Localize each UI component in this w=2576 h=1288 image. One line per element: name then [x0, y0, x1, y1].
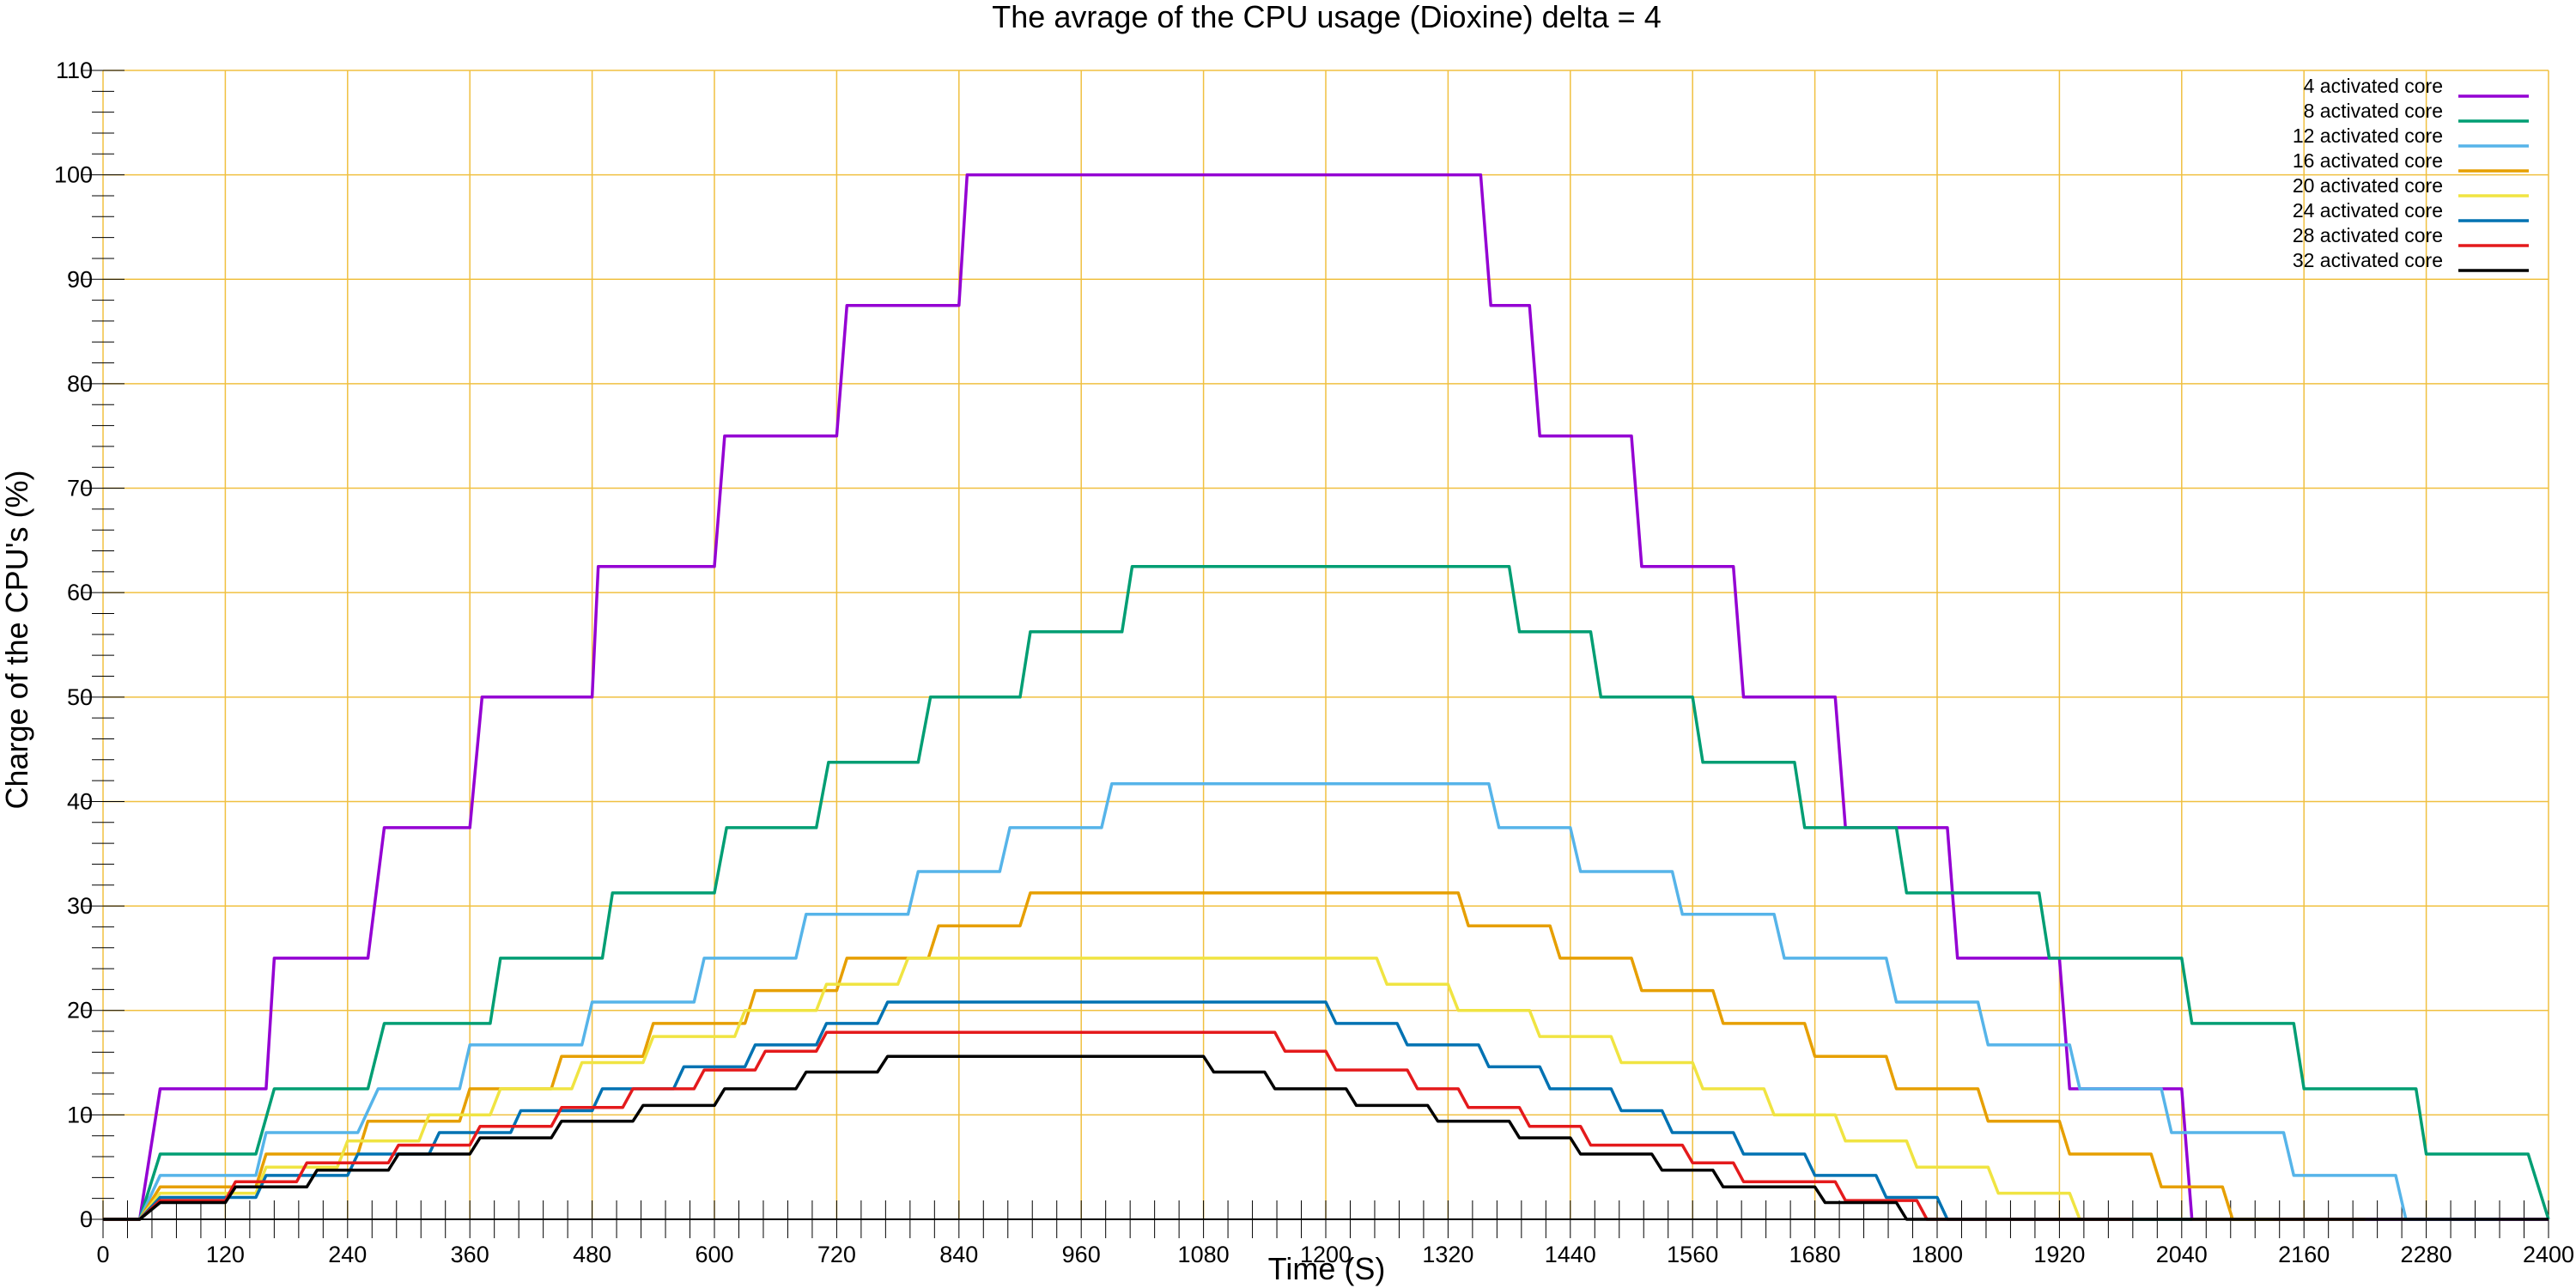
- x-tick-label: 2040: [2156, 1242, 2208, 1267]
- x-tick-label: 360: [451, 1242, 489, 1267]
- x-tick-label: 1440: [1545, 1242, 1596, 1267]
- x-tick-label: 600: [695, 1242, 733, 1267]
- legend-entry-label: 20 activated core: [2293, 174, 2443, 197]
- series-line: [103, 565, 2550, 1221]
- x-tick-label: 240: [328, 1242, 367, 1267]
- series-line: [103, 891, 2366, 1221]
- tick-layer: 0 120 240 360 480 600 720 840 960 1080 1200 1320 144…: [54, 58, 2574, 1267]
- x-tick-label: 1680: [1789, 1242, 1841, 1267]
- series-line: [103, 1054, 2549, 1221]
- x-axis-label: Time (S): [1268, 1251, 1386, 1286]
- x-tick-label: 480: [573, 1242, 611, 1267]
- x-tick-label: 720: [817, 1242, 856, 1267]
- legend: 4 activated core 8 activated core 12 activ…: [2293, 75, 2529, 272]
- legend-entry-label: 16 activated core: [2293, 149, 2443, 172]
- legend-entry-label: 32 activated core: [2293, 249, 2443, 271]
- x-tick-label: 2280: [2401, 1242, 2452, 1267]
- y-axis-label: Charge of the CPU's (%): [0, 470, 34, 809]
- x-tick-label: 120: [206, 1242, 245, 1267]
- x-tick-label: 1080: [1178, 1242, 1230, 1267]
- legend-entry-label: 8 activated core: [2304, 100, 2443, 122]
- series-line: [103, 173, 2549, 1221]
- x-tick-label: 1560: [1667, 1242, 1718, 1267]
- legend-entry-label: 4 activated core: [2304, 75, 2443, 97]
- x-tick-label: 2160: [2278, 1242, 2330, 1267]
- x-tick-label: 0: [96, 1242, 109, 1267]
- x-tick-label: 840: [939, 1242, 978, 1267]
- series-line: [103, 1030, 2131, 1221]
- series-line: [103, 782, 2498, 1221]
- chart-title: The avrage of the CPU usage (Dioxine) de…: [992, 0, 1661, 34]
- series-line: [103, 957, 2274, 1221]
- x-tick-label: 1200: [1300, 1242, 1352, 1267]
- x-tick-label: 1800: [1911, 1242, 1963, 1267]
- legend-entry-label: 28 activated core: [2293, 224, 2443, 246]
- legend-entry-label: 24 activated core: [2293, 199, 2443, 222]
- x-tick-label: 2400: [2523, 1242, 2574, 1267]
- series-line: [103, 1000, 2192, 1221]
- x-tick-label: 1920: [2033, 1242, 2085, 1267]
- legend-entry-label: 12 activated core: [2293, 125, 2443, 147]
- x-tick-label: 1320: [1422, 1242, 1473, 1267]
- series-layer: [103, 173, 2550, 1221]
- x-tick-label: 960: [1062, 1242, 1101, 1267]
